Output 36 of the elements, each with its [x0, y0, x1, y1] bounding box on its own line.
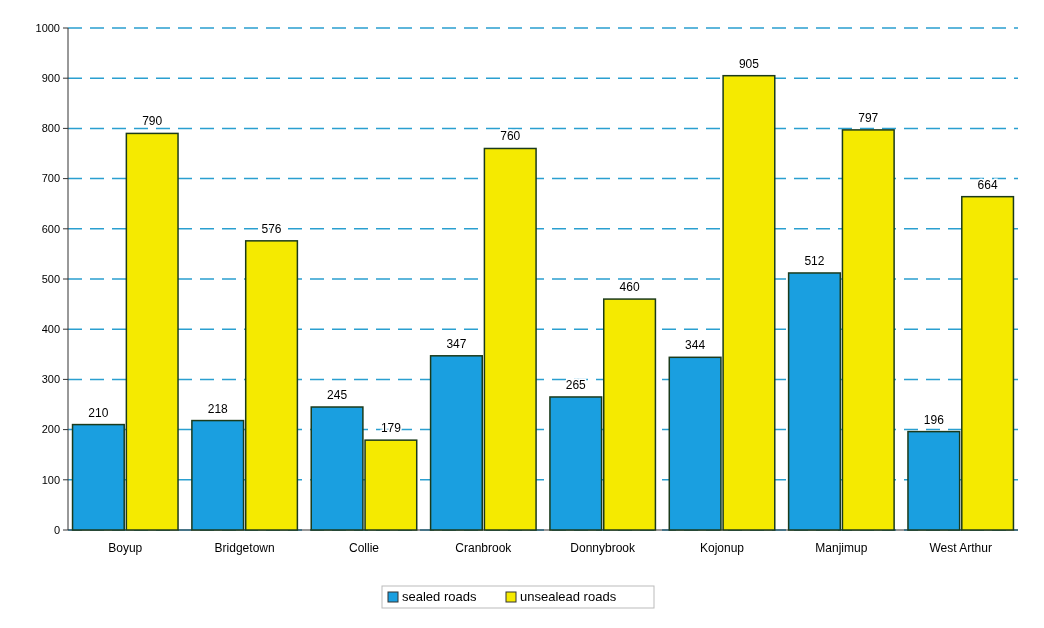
- data-label: 460: [619, 280, 640, 295]
- x-tick-label: Donnybrook: [570, 541, 637, 555]
- x-tick-label: Boyup: [108, 541, 143, 555]
- y-tick-label: 400: [41, 323, 60, 336]
- x-tick-label: Collie: [348, 541, 380, 555]
- data-label: 196: [923, 412, 945, 427]
- x-tick-label: Manjimup: [815, 541, 868, 555]
- data-label: 797: [858, 110, 879, 125]
- x-tick-label: Cranbrook: [455, 541, 513, 555]
- y-tick-label: 1000: [35, 21, 60, 34]
- data-label: 760: [500, 129, 521, 144]
- data-label: 344: [685, 338, 706, 353]
- data-label: 664: [977, 177, 998, 192]
- data-label: 210: [88, 405, 109, 420]
- data-label: 265: [565, 377, 587, 392]
- y-tick-label: 100: [41, 473, 60, 486]
- x-tick-label: West Arthur: [929, 541, 992, 555]
- y-tick-label: 200: [41, 423, 60, 436]
- x-tick-label: Kojonup: [700, 541, 745, 555]
- y-tick-label: 500: [41, 272, 60, 285]
- legend-label: unsealead roads: [520, 589, 617, 604]
- y-tick-label: 600: [41, 222, 60, 235]
- legend-label: sealed roads: [402, 589, 477, 604]
- y-tick-label: 900: [41, 72, 60, 85]
- data-label: 905: [738, 56, 760, 71]
- y-tick-label: 300: [41, 373, 60, 386]
- y-tick-label: 700: [41, 172, 60, 185]
- data-label: 512: [804, 253, 825, 268]
- y-tick-label: 800: [41, 122, 60, 135]
- data-label: 218: [207, 401, 229, 416]
- x-tick-label: Bridgetown: [214, 541, 275, 555]
- data-label: 347: [446, 336, 467, 351]
- data-label: 179: [380, 421, 402, 436]
- y-tick-label: 0: [53, 523, 60, 536]
- data-label: 790: [142, 114, 163, 129]
- data-label: 245: [327, 388, 348, 403]
